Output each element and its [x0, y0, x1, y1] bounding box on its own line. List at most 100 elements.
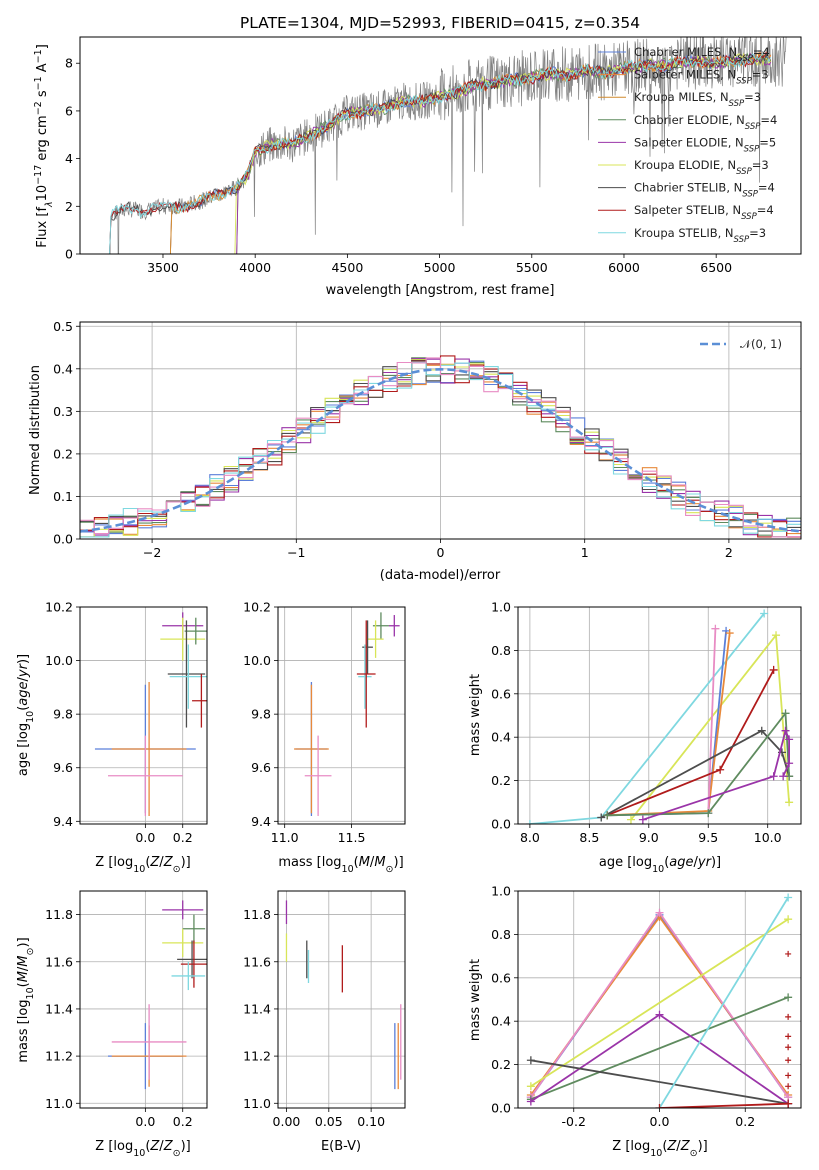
- legend-label: Chabrier STELIB, NSSP=4: [634, 181, 775, 200]
- x-tick-label: 3500: [147, 260, 179, 275]
- weight-marker: [785, 1083, 792, 1090]
- plot-area: [525, 609, 794, 824]
- normal-curve: [80, 367, 801, 533]
- y-tick-label: 9.8: [251, 707, 271, 722]
- histogram-step: [80, 357, 801, 538]
- legend-entry: Kroupa MILES, NSSP=3: [598, 90, 761, 109]
- weight-vs-Z-panel: -0.2 0.0 0.2 0.0 0.2 0.4 0.6 0.8 1.0 Z [log10(Z/Z…: [468, 884, 802, 1159]
- weight-line: [642, 729, 790, 821]
- x-tick-label: 0.0: [650, 1114, 670, 1129]
- y-tick-label: 0.4: [53, 361, 73, 376]
- weight-marker: [784, 1099, 793, 1108]
- x-tick-label: 11.0: [271, 830, 299, 845]
- error-bar: [108, 735, 183, 816]
- weight-marker: [526, 1097, 535, 1106]
- legend-label: Chabrier MILES, NSSP=4: [634, 45, 770, 64]
- y-axis-label: mass weight: [468, 674, 483, 756]
- legend-label: Salpeter STELIB, NSSP=4: [634, 203, 774, 222]
- weight-marker: [704, 809, 713, 818]
- plot-area: [526, 893, 793, 1108]
- x-axis-label: E(B-V): [321, 1139, 361, 1154]
- weight-marker: [526, 1082, 535, 1091]
- y-tick-label: 11.0: [243, 1096, 271, 1111]
- y-tick-label: 0.4: [491, 1014, 511, 1029]
- weight-series: [525, 609, 769, 824]
- y-tick-label: 0: [65, 247, 73, 262]
- y-tick-label: 1.0: [491, 884, 511, 899]
- y-tick-label: 11.4: [243, 1001, 271, 1016]
- error-bar: [182, 914, 206, 943]
- y-tick-label: 0.2: [491, 773, 511, 788]
- weight-marker: [772, 631, 781, 640]
- legend-entry: Salpeter STELIB, NSSP=4: [598, 203, 774, 222]
- x-tick-label: 4000: [239, 260, 271, 275]
- age-vs-Z-panel: 0.0 0.2 9.4 9.6 9.8 10.0 10.2 Z [log10(Z/Z⊙)] ag…: [16, 600, 208, 875]
- axes-frame: [79, 321, 802, 540]
- axes-frame: [277, 606, 406, 825]
- legend-entry: Chabrier STELIB, NSSP=4: [598, 181, 775, 200]
- error-bar: [177, 940, 207, 979]
- y-tick-label: 2: [65, 199, 73, 214]
- y-tick-label: 9.4: [53, 814, 73, 829]
- y-tick-label: 11.4: [45, 1001, 73, 1016]
- y-axis-label: mass [log10(M/M⊙)]: [16, 937, 36, 1062]
- weight-marker: [769, 772, 778, 781]
- y-axis-label: mass weight: [468, 959, 483, 1041]
- y-tick-label: 10.0: [45, 653, 73, 668]
- weight-series: [655, 893, 793, 1108]
- y-tick-label: 11.2: [243, 1049, 271, 1064]
- weight-line: [707, 628, 717, 814]
- y-axis-label: age [log10(age/yr)]: [16, 654, 36, 776]
- y-tick-label: 11.2: [45, 1049, 73, 1064]
- y-tick-label: 9.8: [53, 707, 73, 722]
- error-bar: [367, 620, 384, 658]
- x-tick-label: 9.5: [698, 830, 718, 845]
- y-tick-label: 6: [65, 103, 73, 118]
- plot-area: [109, 37, 787, 254]
- weight-marker: [781, 709, 790, 718]
- x-axis-label: mass [log10(M/M⊙)]: [278, 855, 403, 875]
- y-tick-label: 0.0: [53, 532, 73, 547]
- x-tick-label: 2: [725, 545, 733, 560]
- x-axis-label: age [log10(age/yr)]: [599, 855, 721, 875]
- x-tick-label: 0.05: [315, 1114, 343, 1129]
- model-line: [109, 52, 771, 254]
- x-tick-label: 5500: [516, 260, 548, 275]
- legend-label: Kroupa ELODIE, NSSP=3: [634, 158, 769, 177]
- residual-panel: −2 −1 0 1 2 0.0 0.1 0.2 0.3 0.4 0.5 𝒩(0, 1) (data-mo…: [28, 319, 802, 583]
- age-vs-mass-panel: 11.0 11.5 9.4 9.6 9.8 10.0 10.2 mass [log10(M/M…: [243, 600, 406, 875]
- error-bar: [184, 617, 207, 645]
- y-tick-label: 0.6: [491, 970, 511, 985]
- x-tick-label: 5000: [424, 260, 456, 275]
- model-line: [169, 51, 772, 254]
- figure-title: PLATE=1304, MJD=52993, FIBERID=0415, z=0…: [240, 14, 640, 32]
- weight-series: [526, 915, 793, 1091]
- x-tick-label: 8.5: [579, 830, 599, 845]
- x-tick-label: 4500: [331, 260, 363, 275]
- y-tick-label: 9.4: [251, 814, 271, 829]
- axes-frame: [79, 890, 208, 1109]
- model-line: [109, 53, 771, 254]
- error-bar: [362, 620, 373, 674]
- weight-marker: [785, 1013, 792, 1020]
- weight-series: [638, 726, 794, 824]
- y-tick-label: 11.6: [45, 954, 73, 969]
- error-bar: [160, 617, 206, 661]
- axes-frame: [277, 890, 406, 1109]
- y-tick-label: 8: [65, 56, 73, 71]
- x-tick-label: 0.2: [735, 1114, 755, 1129]
- legend-entry: Kroupa STELIB, NSSP=3: [598, 226, 766, 245]
- y-tick-label: 9.6: [53, 760, 73, 775]
- y-tick-label: 0.2: [53, 446, 73, 461]
- weight-marker: [781, 726, 790, 735]
- error-bar: [358, 644, 372, 709]
- y-tick-label: 0.6: [491, 686, 511, 701]
- y-axis-label: Flux [fλ10−17 erg cm−2 s−1 A−1]: [33, 44, 55, 248]
- x-tick-label: 0.2: [173, 1114, 193, 1129]
- weight-marker: [784, 915, 793, 924]
- histogram-step: [80, 359, 801, 538]
- weight-marker: [785, 1057, 792, 1064]
- weight-series: [626, 631, 794, 824]
- error-bar: [180, 940, 207, 988]
